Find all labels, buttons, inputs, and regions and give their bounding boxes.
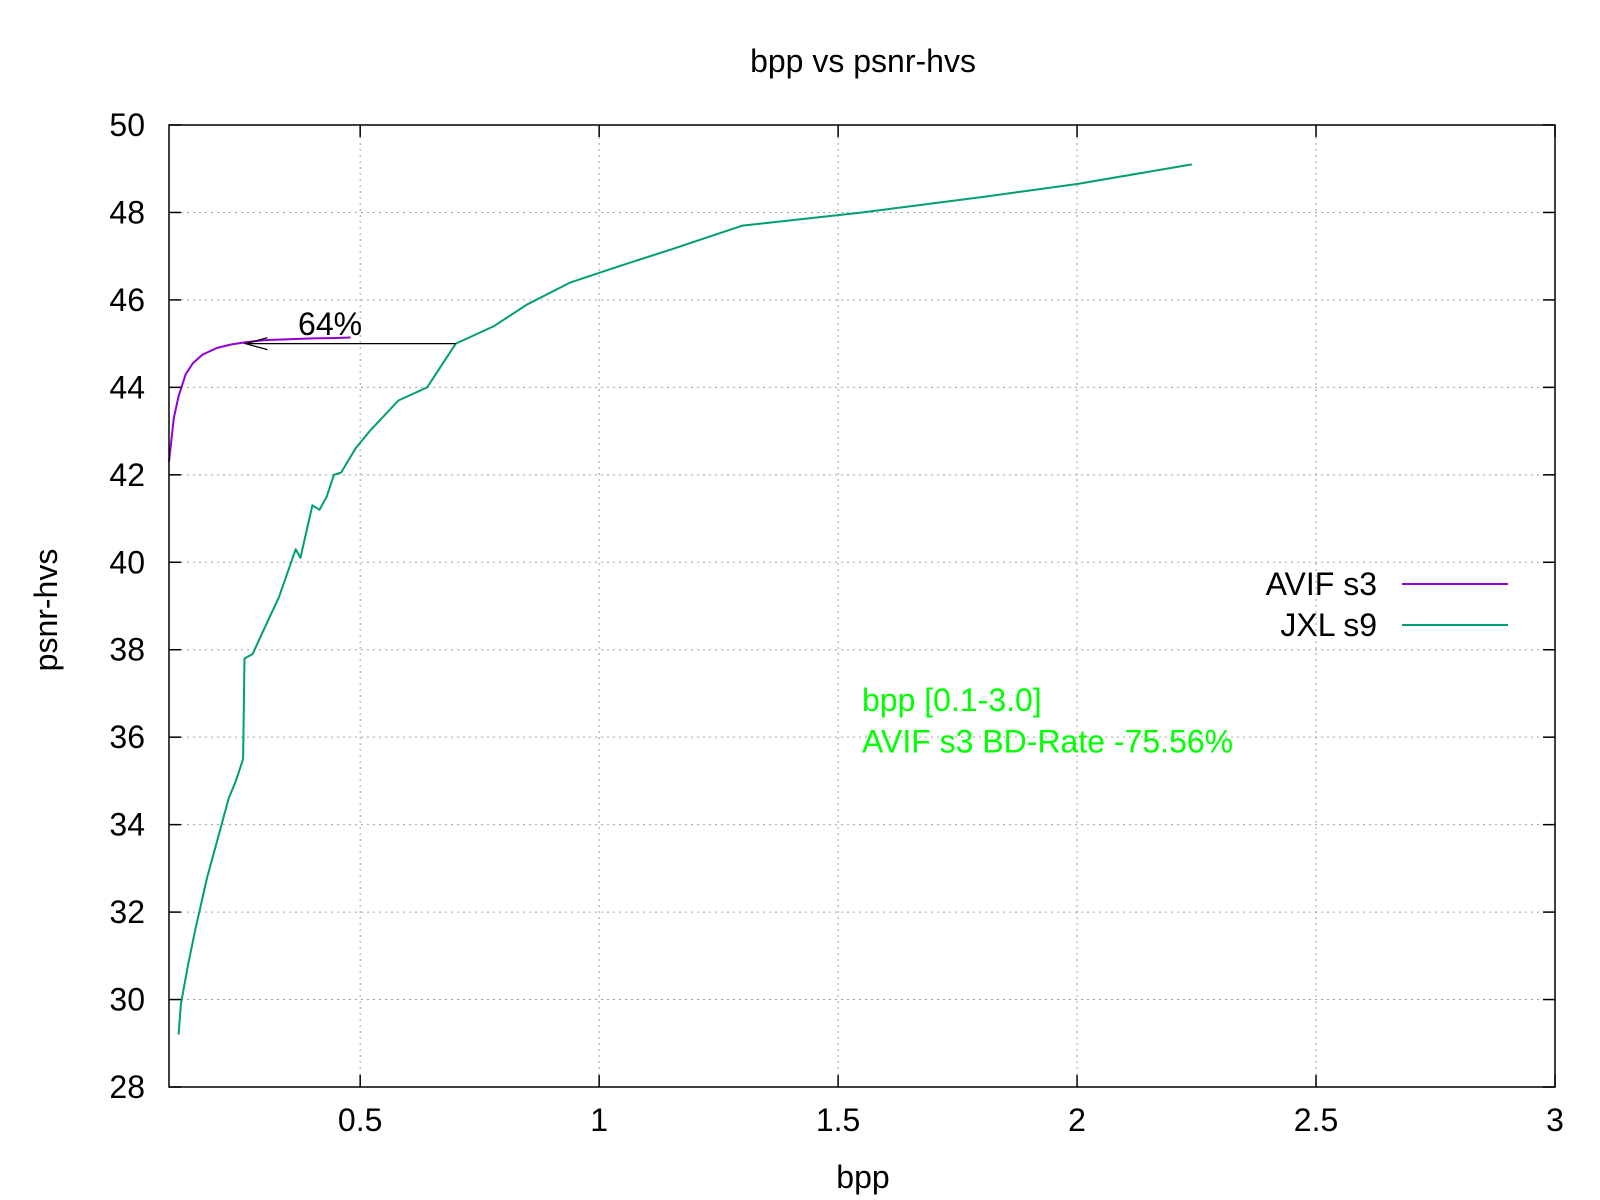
y-tick-label: 46 [109, 282, 145, 318]
plot-frame [168, 124, 1556, 1088]
x-tick-label: 2 [1068, 1102, 1086, 1138]
series-line-jxl-s9 [177, 163, 1192, 1035]
legend-label: AVIF s3 [1266, 566, 1377, 602]
y-tick-label: 28 [109, 1069, 145, 1105]
y-tick-label: 40 [109, 544, 145, 580]
x-tick-label: 2.5 [1294, 1102, 1338, 1138]
y-tick-label: 38 [109, 632, 145, 668]
y-axis-label: psnr-hvs [28, 549, 64, 672]
y-tick-label: 42 [109, 457, 145, 493]
grid [169, 125, 1555, 1087]
ticks: 0.5 1 1.5 2 2.5 3 28 30 32 34 36 38 40 42 44 46 48 50 [109, 107, 1563, 1138]
y-tick-label: 50 [109, 107, 145, 143]
y-tick-label: 30 [109, 982, 145, 1018]
y-tick-label: 48 [109, 194, 145, 230]
y-tick-label: 36 [109, 719, 145, 755]
chart-title: bpp vs psnr-hvs [750, 43, 976, 79]
x-tick-label: 0.5 [338, 1102, 382, 1138]
arrow-head [243, 337, 268, 351]
series-group [168, 163, 1192, 1035]
legend: AVIF s3 JXL s9 [1266, 566, 1508, 643]
y-tick-label: 34 [109, 807, 145, 843]
x-tick-label: 3 [1546, 1102, 1564, 1138]
x-tick-label: 1 [590, 1102, 608, 1138]
bd-rate-note: bpp [0.1-3.0] [862, 682, 1042, 718]
x-tick-label: 1.5 [816, 1102, 860, 1138]
series-line-avif-s3 [168, 336, 351, 462]
x-axis-label: bpp [836, 1159, 889, 1195]
y-tick-label: 44 [109, 369, 145, 405]
legend-label: JXL s9 [1280, 607, 1377, 643]
bd-rate-note: AVIF s3 BD-Rate -75.56% [862, 723, 1233, 759]
y-tick-label: 32 [109, 894, 145, 930]
annotations: 64% bpp [0.1-3.0] AVIF s3 BD-Rate -75.56% [243, 306, 1233, 759]
percent-annotation: 64% [298, 306, 362, 342]
